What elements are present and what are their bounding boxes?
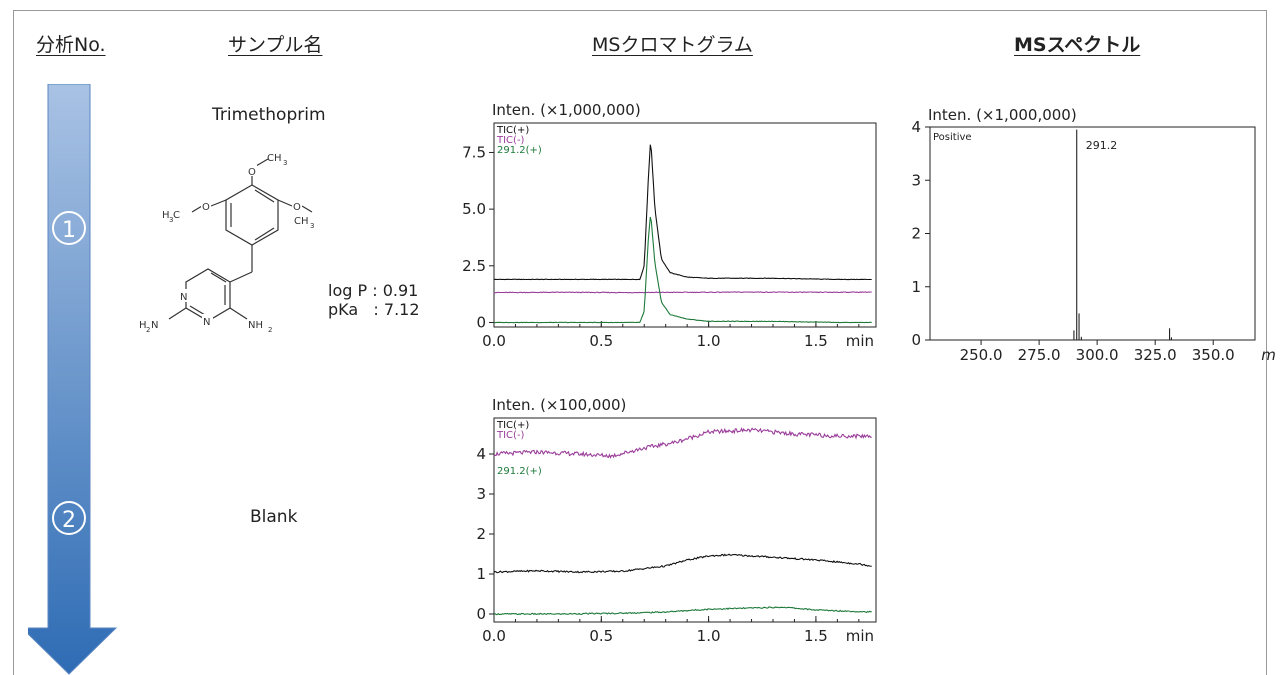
header-ms-spectrum: MSスペクトル (1014, 34, 1141, 56)
x-tick-label: 0.0 (482, 332, 506, 350)
y-tick-label: 4 (476, 445, 486, 463)
legend-item-2: TIC(-) (496, 135, 525, 146)
x-tick-label: 0.5 (589, 627, 613, 645)
atom-h2n-n: N (151, 320, 158, 331)
x-axis-label: m/z (1261, 346, 1275, 364)
atom-o-top: O (248, 167, 256, 178)
y-tick-label: 7.5 (462, 143, 486, 161)
y-tick-label: 3 (476, 485, 486, 503)
chromatogram-sample-1: Inten. (×1,000,000) 0.0 0.5 1.0 1.5 min 0 2.5 5.… (462, 101, 877, 350)
spectrum-annotation: Positive (933, 132, 972, 143)
x-tick-label: 325.0 (1134, 346, 1177, 364)
atom-n-2: N (203, 317, 210, 328)
atom-ch3-right: CH (294, 216, 309, 227)
atom-h3c-left-c: C (173, 210, 180, 221)
header-sample-name: サンプル名 (228, 34, 323, 56)
x-tick-label: 0.5 (589, 332, 613, 350)
atom-ch3-top: CH (267, 153, 282, 164)
plot-frame (493, 417, 877, 623)
series-line-3 (493, 216, 872, 324)
header-ms-chromatogram: MSクロマトグラム (592, 34, 753, 56)
legend-item-1: TIC(+) (496, 420, 529, 431)
legend-item-1: TIC(+) (496, 125, 529, 136)
series-line-2 (493, 291, 872, 294)
y-tick-label: 0 (476, 313, 486, 331)
atom-h3c-left-sub: 3 (169, 216, 173, 224)
legend-item-3: 291.2(+) (497, 145, 542, 156)
x-tick-label: 350.0 (1192, 346, 1235, 364)
step-2-badge: 2 (52, 501, 86, 535)
legend-item-2: TIC(-) (496, 430, 525, 441)
atom-h3c-left: H (162, 210, 170, 221)
chromatogram-blank: Inten. (×100,000) 0.0 0.5 1.0 1.5 min 0 1 2 3 4 TIC… (476, 396, 877, 645)
x-tick-label: 0.0 (482, 627, 506, 645)
legend-item-3: 291.2(+) (497, 466, 542, 477)
chart-title: Inten. (×1,000,000) (492, 101, 641, 119)
sample-1-name: Trimethoprim (212, 105, 326, 125)
peak-label: 291.2 (1086, 139, 1118, 152)
atom-n-1: N (180, 292, 187, 303)
sample-2-name: Blank (250, 507, 298, 527)
y-tick-label: 2 (911, 225, 921, 243)
series-line-1 (493, 144, 872, 281)
y-tick-label: 1 (911, 278, 921, 296)
atom-h2n: H (139, 320, 147, 331)
y-tick-label: 2 (476, 525, 486, 543)
atom-nh2: NH (248, 320, 263, 331)
analysis-order-arrow: 1 2 (28, 84, 118, 675)
y-tick-label: 2.5 (462, 257, 486, 275)
series-line-3 (493, 606, 872, 616)
atom-nh2-sub: 2 (268, 326, 272, 334)
step-1-badge: 1 (52, 211, 86, 245)
sample-1-pka: pKa : 7.12 (328, 300, 420, 319)
ms-spectrum-sample-1: Inten. (×1,000,000) 0 1 2 3 4 250.0 275.0 300.0 3… (911, 106, 1275, 364)
y-tick-label: 0 (476, 605, 486, 623)
x-tick-label: 300.0 (1076, 346, 1119, 364)
step-1-number: 1 (62, 218, 76, 243)
atom-ch3-right-sub: 3 (310, 222, 314, 230)
series-line-1 (493, 553, 872, 574)
y-tick-label: 3 (911, 171, 921, 189)
figure-frame (13, 10, 1267, 675)
atom-ch3-top-sub: 3 (283, 159, 287, 167)
y-tick-label: 5.0 (462, 200, 486, 218)
plot-frame (493, 122, 877, 328)
chart-title: Inten. (×100,000) (492, 396, 626, 414)
atom-h2n-sub: 2 (146, 326, 150, 334)
atom-o-right: O (293, 202, 301, 213)
y-tick-label: 0 (911, 331, 921, 349)
x-tick-label: 1.0 (697, 627, 721, 645)
atom-o-left: O (202, 202, 210, 213)
series-line-2 (493, 427, 872, 459)
header-analysis-no: 分析No. (36, 34, 106, 56)
y-tick-label: 1 (476, 565, 486, 583)
x-tick-label: 250.0 (960, 346, 1003, 364)
chart-title: Inten. (×1,000,000) (928, 106, 1077, 124)
x-tick-label: 1.5 (804, 627, 828, 645)
x-tick-label: 1.5 (804, 332, 828, 350)
x-tick-label: 1.0 (697, 332, 721, 350)
x-axis-label: min (846, 627, 874, 645)
y-tick-label: 4 (911, 118, 921, 136)
step-2-number: 2 (62, 508, 76, 533)
trimethoprim-structure: O CH 3 O H 3 C O CH 3 N N H 2 N NH 2 (139, 153, 314, 334)
sample-1-logp: log P : 0.91 (328, 281, 419, 300)
x-axis-label: min (846, 332, 874, 350)
x-tick-label: 275.0 (1018, 346, 1061, 364)
plot-frame (929, 126, 1256, 341)
